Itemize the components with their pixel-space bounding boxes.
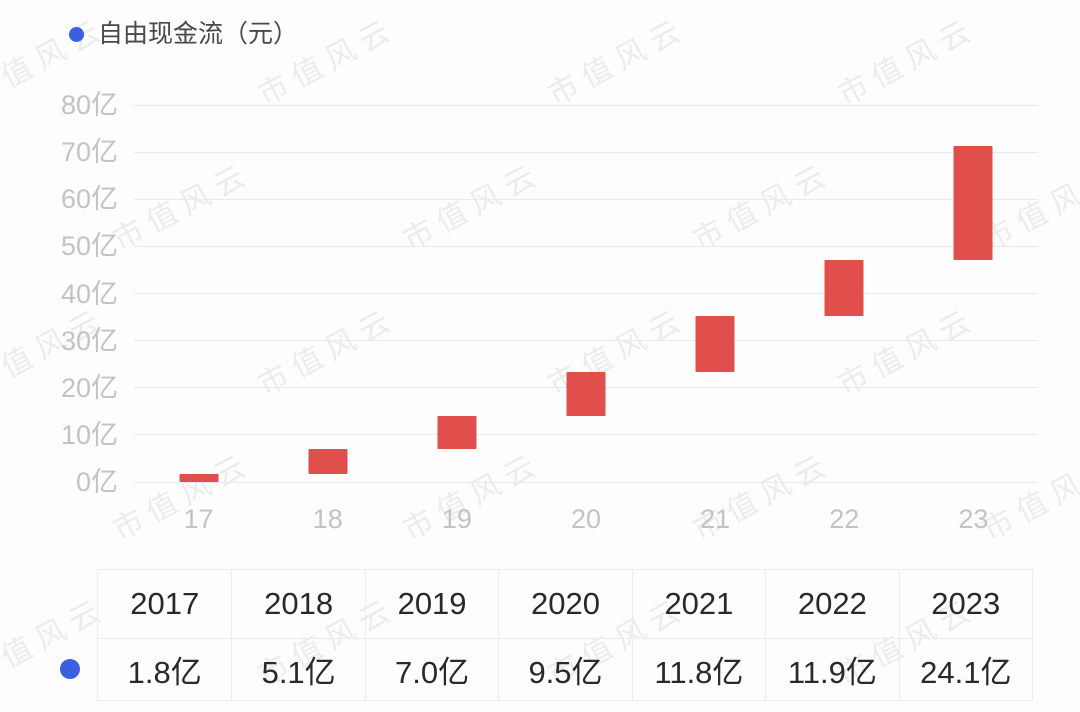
table-year-cell: 2021	[631, 570, 765, 638]
watermark-text: 市值风云	[107, 156, 258, 258]
x-axis-tick-label: 21	[700, 504, 731, 534]
legend-series-label: 自由现金流（元）	[98, 20, 299, 48]
bar-2018	[308, 449, 348, 474]
x-axis-tick-label: 20	[570, 504, 602, 534]
watermark-text: 市值风云	[832, 11, 983, 113]
watermark-text: 市值风云	[687, 156, 838, 258]
gridline-70	[134, 151, 1038, 153]
table-year-cell: 2017	[130, 586, 200, 621]
y-axis-tick-label: 20亿	[60, 372, 118, 403]
gridline-60	[134, 198, 1038, 200]
table-year-cell: 2023	[898, 570, 1032, 638]
bar-2019	[437, 416, 477, 450]
gridline-80	[134, 104, 1038, 106]
table-year-cell: 2022	[765, 570, 898, 638]
bar-2023	[953, 146, 993, 261]
y-axis-tick-label: 30亿	[60, 325, 118, 356]
table-value-cell: 11.8亿	[631, 638, 766, 700]
x-axis-tick-label: 17	[183, 504, 214, 534]
table-value-cell: 11.9亿	[765, 638, 899, 700]
table-value-cell: 1.8亿	[98, 638, 232, 700]
watermark-text: 市值风云	[107, 446, 258, 548]
data-table: 2017 2018 2019 2020 2021 2022 2023 1.8亿 5.1亿 7.0亿…	[97, 569, 1033, 701]
table-value-cell: 5.1亿	[231, 638, 365, 700]
y-axis-tick-label: 60亿	[60, 184, 118, 215]
bar-2020	[566, 371, 606, 417]
legend-series-dot-icon	[69, 26, 84, 42]
gridline-0	[134, 481, 1038, 483]
y-axis-tick-label: 10亿	[60, 419, 118, 450]
table-value-cell: 7.0亿	[364, 638, 499, 700]
gridline-50	[134, 245, 1038, 247]
table-value-cell: 24.1亿	[898, 638, 1032, 700]
watermark-text: 市值风云	[397, 156, 548, 258]
table-year-cell: 2020	[498, 570, 631, 638]
watermark-text: 市值风云	[542, 11, 693, 113]
watermark-text: 市值风云	[977, 446, 1080, 548]
gridline-10	[134, 434, 1038, 436]
table-year-cell: 2019	[364, 570, 498, 638]
y-axis-tick-label: 80亿	[60, 90, 118, 120]
table-series-dot-icon	[60, 659, 80, 679]
gridline-30	[134, 340, 1038, 342]
chart-legend: 自由现金流（元）	[69, 20, 298, 48]
y-axis-tick-label: 0亿	[75, 467, 118, 497]
x-axis-tick-label: 18	[312, 504, 343, 534]
y-axis-tick-label: 50亿	[60, 231, 118, 262]
bar-2017	[179, 473, 219, 482]
y-axis-tick-label: 40亿	[60, 278, 118, 309]
x-axis-tick-label: 19	[441, 504, 472, 534]
table-value-cell: 9.5亿	[498, 638, 632, 700]
bar-2022	[824, 260, 864, 317]
table-year-cell: 2018	[231, 570, 364, 638]
x-axis-tick-label: 23	[958, 504, 989, 534]
x-axis-tick-label: 22	[829, 504, 860, 534]
gridline-40	[134, 293, 1038, 294]
y-axis-tick-label: 70亿	[60, 137, 118, 168]
bar-2021	[695, 316, 735, 372]
